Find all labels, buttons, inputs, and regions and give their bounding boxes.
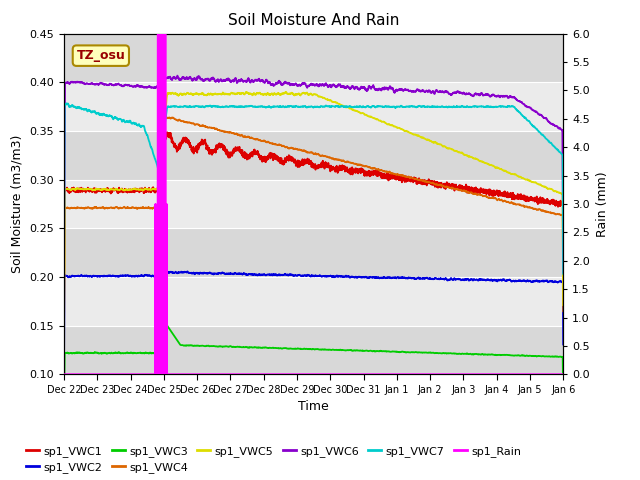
Y-axis label: Soil Moisture (m3/m3): Soil Moisture (m3/m3) <box>11 135 24 273</box>
Bar <box>64 277 563 326</box>
Legend: sp1_VWC1, sp1_VWC2, sp1_VWC3, sp1_VWC4, sp1_VWC5, sp1_VWC6, sp1_VWC7, sp1_Rain: sp1_VWC1, sp1_VWC2, sp1_VWC3, sp1_VWC4, … <box>22 441 525 478</box>
Y-axis label: Rain (mm): Rain (mm) <box>596 171 609 237</box>
Bar <box>64 131 563 180</box>
Text: TZ_osu: TZ_osu <box>77 49 125 62</box>
Bar <box>64 34 563 82</box>
Bar <box>64 82 563 131</box>
Bar <box>64 228 563 277</box>
Title: Soil Moisture And Rain: Soil Moisture And Rain <box>228 13 399 28</box>
Bar <box>64 326 563 374</box>
Bar <box>64 180 563 228</box>
X-axis label: Time: Time <box>298 400 329 413</box>
